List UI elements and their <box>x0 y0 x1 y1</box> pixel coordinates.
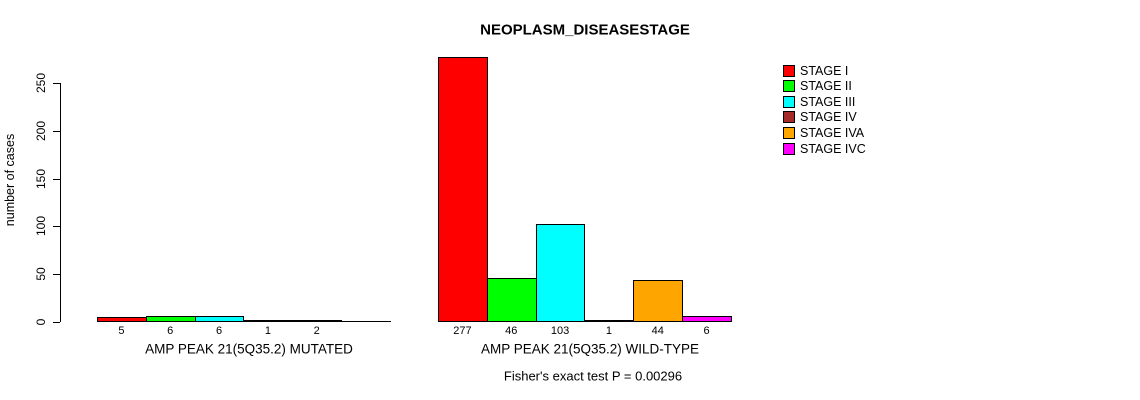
legend-item-stage-iva: STAGE IVA <box>783 125 865 140</box>
y-tick-label: 250 <box>34 72 48 94</box>
bar-value-label: 277 <box>453 325 472 337</box>
bar-value-label: 44 <box>651 325 664 337</box>
legend-swatch <box>783 64 795 77</box>
bar-stage-ivc <box>682 316 732 322</box>
y-tick-label: 200 <box>34 120 48 141</box>
bar-stage-ii <box>145 316 196 322</box>
legend-item-stage-ii: STAGE II <box>783 79 852 94</box>
y-tick <box>53 322 60 323</box>
legend-label: STAGE IVC <box>800 141 866 156</box>
y-tick <box>53 226 60 228</box>
group-label-wild-type: AMP PEAK 21(5Q35.2) WILD-TYPE <box>480 341 700 357</box>
bar-stage-ii <box>486 278 537 322</box>
y-tick-label: 100 <box>34 216 48 237</box>
bar-value-label: 6 <box>703 325 710 337</box>
bar-value-label: 2 <box>313 325 320 337</box>
y-tick-label: 50 <box>34 267 48 281</box>
legend-item-stage-iv: STAGE IV <box>783 110 857 125</box>
bar-value-label: 103 <box>550 325 570 337</box>
y-tick <box>53 130 60 132</box>
bar-stage-iva <box>633 279 684 322</box>
legend-item-stage-iii: STAGE III <box>783 94 856 109</box>
legend-swatch <box>783 111 795 124</box>
legend-swatch <box>783 95 795 108</box>
legend-swatch <box>783 142 795 155</box>
legend-label: STAGE III <box>800 94 856 109</box>
y-tick <box>53 178 60 180</box>
y-axis-line <box>60 83 61 322</box>
bar-stage-i <box>438 57 488 322</box>
bar-value-label: 1 <box>605 325 612 337</box>
bar-value-label: 46 <box>505 325 518 337</box>
legend-swatch <box>783 126 795 139</box>
bar-value-label: 5 <box>118 325 125 337</box>
bar-stage-iii <box>535 223 586 322</box>
bar-value-label: 6 <box>167 325 174 337</box>
y-tick-label: 0 <box>34 318 48 326</box>
legend-item-stage-ivc: STAGE IVC <box>783 141 866 156</box>
bar-value-label: 1 <box>264 325 271 337</box>
bar-stage-iv <box>584 320 635 322</box>
y-axis-label: number of cases <box>3 133 17 227</box>
legend-label: STAGE IVA <box>800 125 865 140</box>
legend-label: STAGE II <box>800 79 852 94</box>
legend-swatch <box>783 80 795 93</box>
bar-stage-iva <box>292 320 343 322</box>
chart-title: NEOPLASM_DISEASESTAGE <box>480 21 690 39</box>
legend-label: STAGE I <box>800 63 849 78</box>
legend-item-stage-i: STAGE I <box>783 63 849 78</box>
bar-stage-iii <box>194 316 245 322</box>
bar-value-label: 6 <box>216 325 223 337</box>
bar-stage-iv <box>243 320 294 322</box>
fisher-test-result: Fisher's exact test P = 0.00296 <box>503 368 683 384</box>
y-tick-label: 150 <box>34 168 48 189</box>
bar-stage-i <box>97 317 147 322</box>
bar-stage-ivc <box>341 321 391 322</box>
y-tick <box>53 274 60 276</box>
legend-label: STAGE IV <box>800 110 857 125</box>
group-label-mutated: AMP PEAK 21(5Q35.2) MUTATED <box>145 341 353 357</box>
y-tick <box>53 83 60 84</box>
